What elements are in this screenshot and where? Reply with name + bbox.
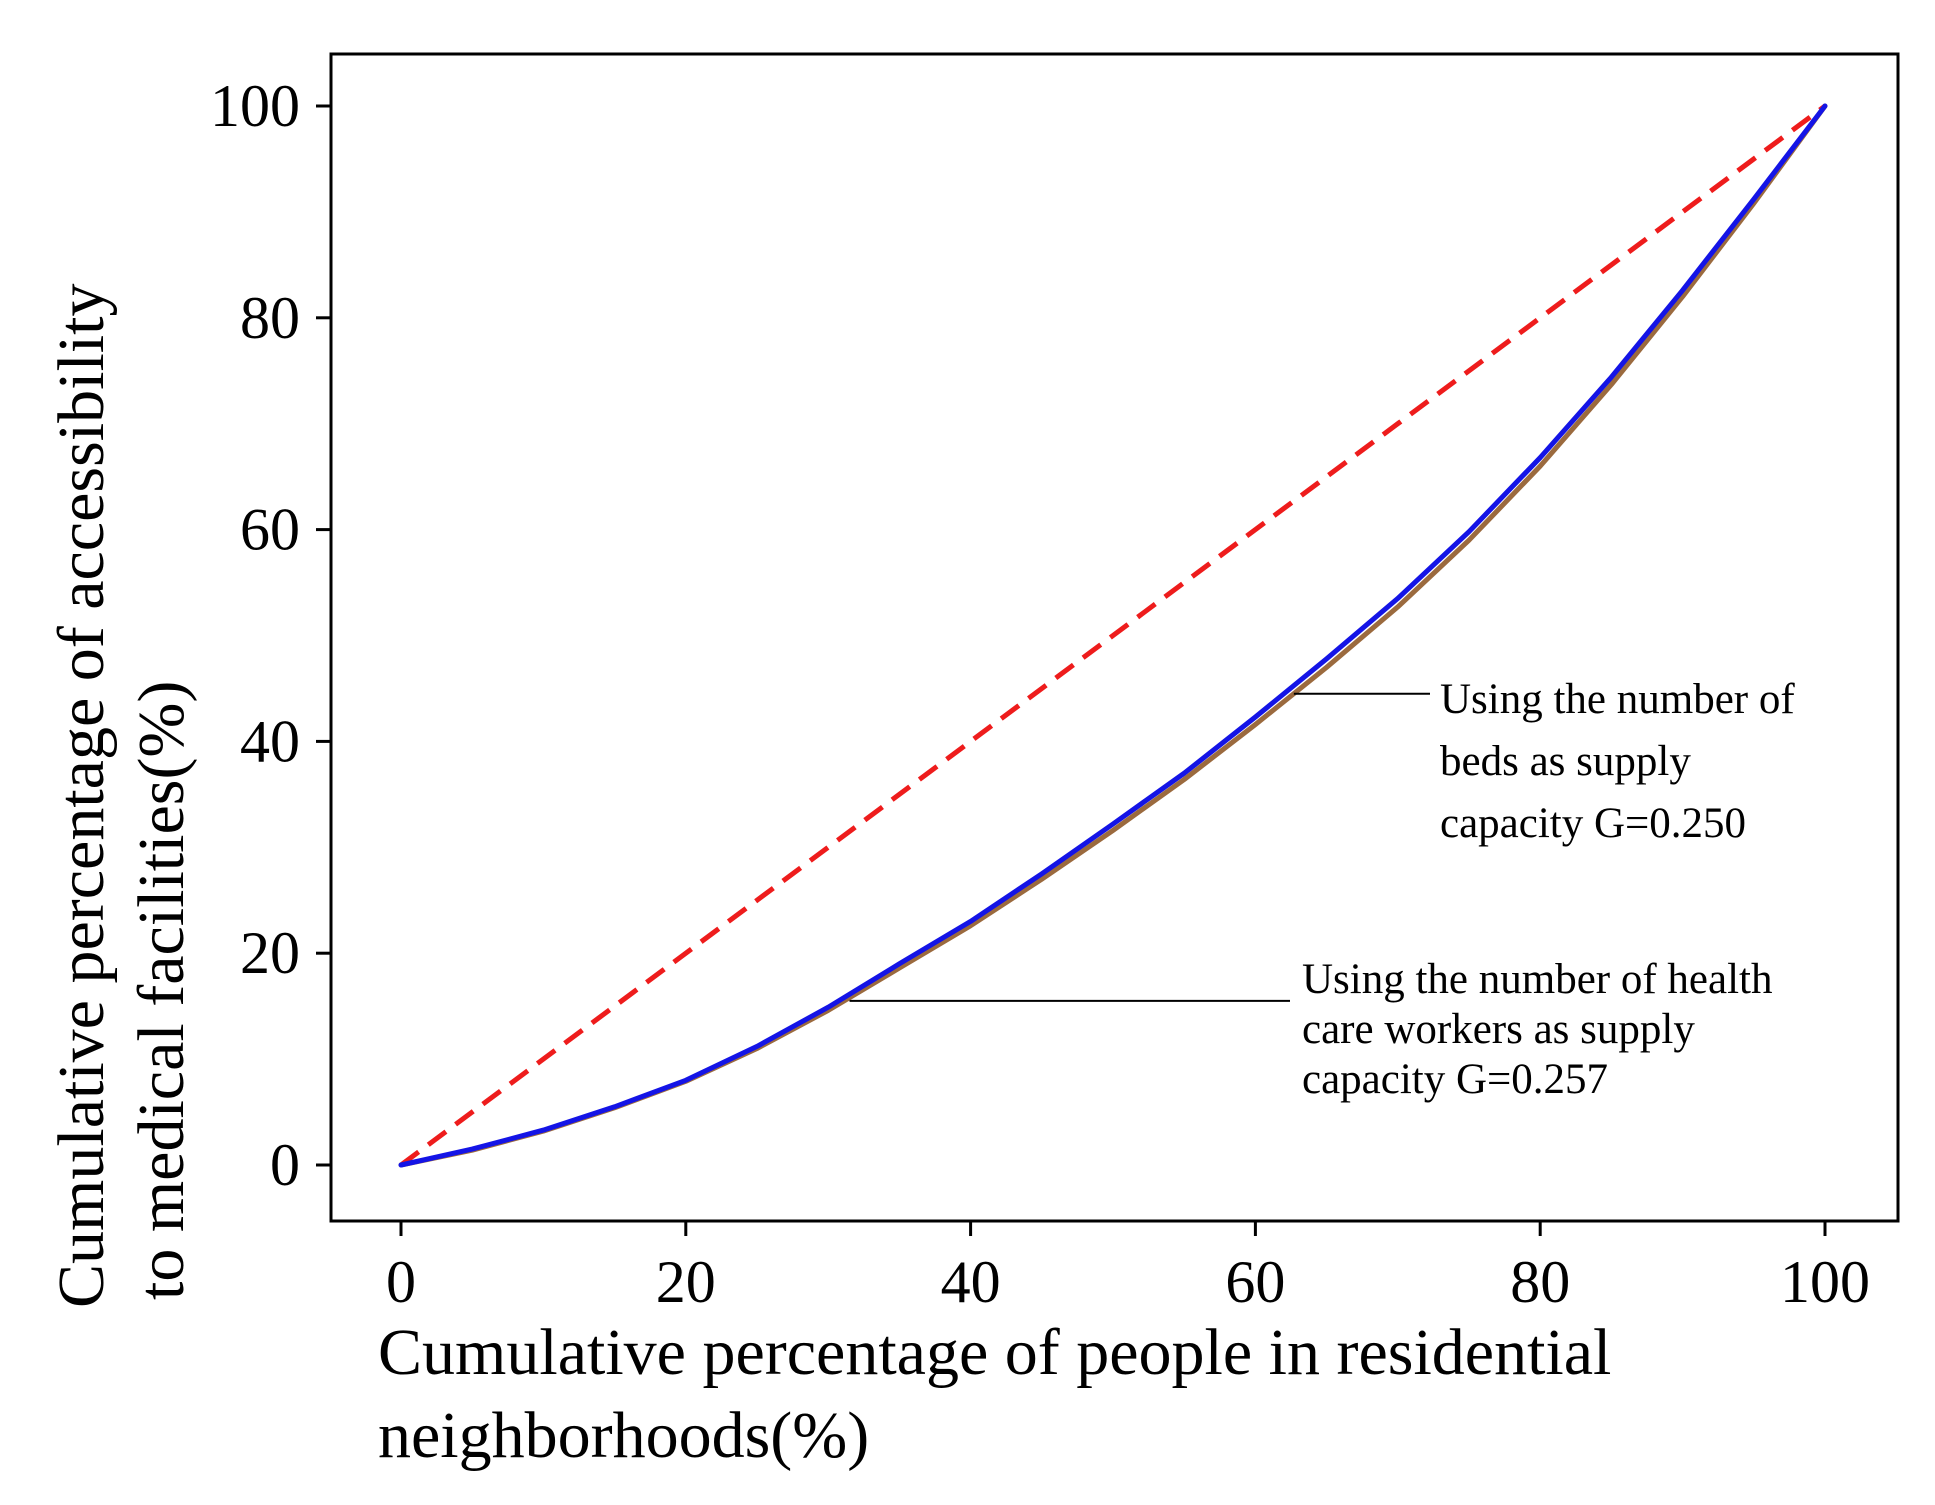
annotation-text-line: capacity G=0.250: [1440, 800, 1746, 847]
annotation-text-line: capacity G=0.257: [1302, 1056, 1608, 1103]
equality-line: [399, 103, 1827, 1168]
x-tick-label: 40: [941, 1249, 1001, 1315]
y-axis: 0 20 40 60 80 100: [210, 73, 331, 1198]
y-axis-label-line-1: Cumulative percentage of accessibility: [45, 284, 118, 1308]
x-tick-label: 80: [1510, 1249, 1570, 1315]
y-axis-label-line-2: to medical facilities(%): [125, 681, 198, 1300]
x-axis-label-line-2: neighborhoods(%): [378, 1399, 869, 1472]
y-tick-label: 20: [240, 920, 300, 986]
x-tick-label: 60: [1225, 1249, 1285, 1315]
x-axis: 0 20 40 60 80 100: [386, 1221, 1870, 1315]
annotations: Using the number of beds as supply capacit…: [849, 676, 1795, 1103]
x-tick-label: 0: [386, 1249, 416, 1315]
annotation-text-line: Using the number of: [1440, 676, 1795, 723]
annotation-text-line: beds as supply: [1440, 738, 1691, 785]
x-tick-label: 20: [656, 1249, 716, 1315]
series-group: [398, 103, 1828, 1168]
annotation-text-line: care workers as supply: [1302, 1006, 1695, 1053]
y-tick-label: 100: [210, 73, 300, 139]
annotation-text-line: Using the number of health: [1302, 956, 1773, 1003]
plot-frame: [329, 52, 1900, 1223]
y-tick-label: 60: [240, 497, 300, 563]
y-tick-label: 0: [270, 1132, 300, 1198]
beds-curve: [398, 103, 1828, 1168]
y-tick-label: 40: [240, 708, 300, 774]
x-tick-label: 100: [1780, 1249, 1870, 1315]
x-axis-label-line-1: Cumulative percentage of people in resid…: [378, 1316, 1611, 1389]
y-tick-label: 80: [240, 285, 300, 351]
